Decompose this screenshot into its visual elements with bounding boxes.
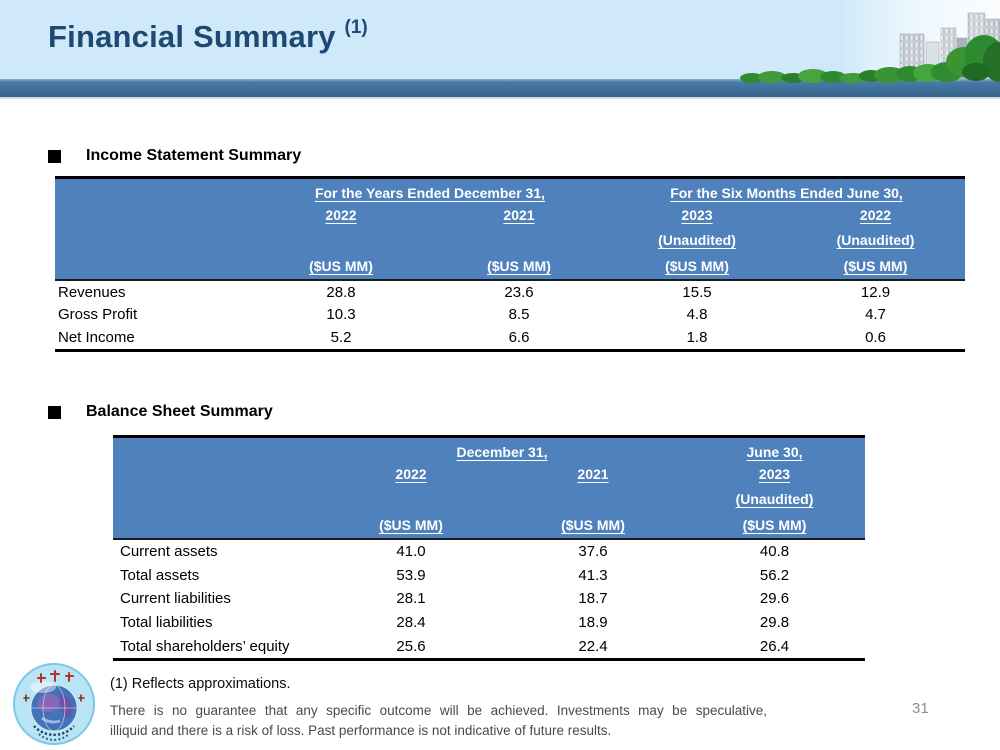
row-label: Total liabilities xyxy=(120,614,213,632)
income-section-title: Income Statement Summary xyxy=(86,147,302,164)
cell-value: 18.9 xyxy=(578,614,608,632)
balance-sheet-table: December 31, June 30, 2022 2021 2023 (Un… xyxy=(113,435,865,661)
cell-value: 56.2 xyxy=(759,566,790,584)
balance-col-unit-1: ($US MM) xyxy=(379,517,443,533)
income-col-unit-2: ($US MM) xyxy=(487,258,551,274)
income-group-header-1: For the Years Ended December 31, xyxy=(314,185,546,201)
balance-section-heading: Balance Sheet Summary xyxy=(48,403,273,421)
trees xyxy=(740,35,1000,83)
cell-value: 23.6 xyxy=(504,283,534,301)
cell-value: 28.1 xyxy=(396,590,426,608)
disclaimer-line-1: There is no guarantee that any specific … xyxy=(110,703,767,718)
cell-value: 0.6 xyxy=(865,328,886,346)
table-row: Total assets 53.9 41.3 56.2 xyxy=(113,564,865,588)
income-col-unit-4: ($US MM) xyxy=(843,258,908,274)
balance-col-year-3: 2023 xyxy=(758,466,791,482)
balance-col-year-2: 2021 xyxy=(577,466,609,482)
row-label: Current liabilities xyxy=(120,590,231,608)
table-row: Current liabilities 28.1 18.7 29.6 xyxy=(113,587,865,611)
cell-value: 8.5 xyxy=(508,306,530,324)
income-col-year-4: 2022 xyxy=(859,207,892,223)
balance-table-header: December 31, June 30, 2022 2021 2023 (Un… xyxy=(113,438,865,540)
header-band xyxy=(0,0,1000,79)
income-col-year-2: 2021 xyxy=(503,207,535,223)
balance-group-header-1: December 31, xyxy=(456,444,548,460)
balance-col-unaudited-3: (Unaudited) xyxy=(735,491,814,507)
table-row: Total shareholders’ equity 25.6 22.4 26.… xyxy=(113,634,865,658)
income-table-header: For the Years Ended December 31, For the… xyxy=(55,179,965,281)
header-divider-bar xyxy=(0,79,1000,99)
cell-value: 12.9 xyxy=(860,283,891,301)
page-title-text: Financial Summary xyxy=(48,19,336,54)
income-group-header-2: For the Six Months Ended June 30, xyxy=(670,185,903,201)
cell-value: 53.9 xyxy=(396,566,426,584)
cell-value: 29.6 xyxy=(759,590,790,608)
footnote-text: (1) Reflects approximations. xyxy=(110,676,291,692)
balance-col-unit-2: ($US MM) xyxy=(561,517,625,533)
disclaimer-text: There is no guarantee that any specific … xyxy=(110,701,767,740)
cell-value: 29.8 xyxy=(759,614,790,632)
balance-section-title: Balance Sheet Summary xyxy=(86,403,273,420)
table-row: Total liabilities 28.4 18.9 29.8 xyxy=(113,611,865,635)
income-col-unit-1: ($US MM) xyxy=(309,258,373,274)
cell-value: 10.3 xyxy=(326,306,356,324)
income-col-unaudited-4: (Unaudited) xyxy=(836,232,915,248)
square-bullet-icon xyxy=(48,405,61,419)
cell-value: 26.4 xyxy=(759,637,790,655)
disclaimer-line-2: illiquid and there is a risk of loss. Pa… xyxy=(110,722,612,738)
cell-value: 25.6 xyxy=(396,637,426,655)
company-logo xyxy=(13,663,95,745)
cell-value: 4.8 xyxy=(686,306,708,324)
row-label: Total shareholders’ equity xyxy=(120,637,290,655)
row-label: Current assets xyxy=(120,543,218,561)
cell-value: 1.8 xyxy=(686,328,708,346)
balance-table-body: Current assets 41.0 37.6 40.8 Total asse… xyxy=(113,540,865,658)
page-title-footnote-marker: (1) xyxy=(344,17,368,38)
cell-value: 18.7 xyxy=(578,590,608,608)
square-bullet-icon xyxy=(48,149,61,163)
income-col-year-3: 2023 xyxy=(681,207,713,223)
balance-col-year-1: 2022 xyxy=(395,466,427,482)
city-skyline-image xyxy=(740,0,1000,83)
cell-value: 5.2 xyxy=(330,328,352,346)
income-col-unit-3: ($US MM) xyxy=(665,258,729,274)
cell-value: 28.8 xyxy=(326,283,356,301)
cell-value: 40.8 xyxy=(759,543,790,561)
cell-value: 4.7 xyxy=(865,306,886,324)
row-label: Net Income xyxy=(58,328,135,346)
income-table-body: Revenues 28.8 23.6 15.5 12.9 Gross Profi… xyxy=(55,281,965,349)
cell-value: 22.4 xyxy=(578,637,608,655)
page-title: Financial Summary (1) xyxy=(48,17,368,55)
cell-value: 15.5 xyxy=(682,283,712,301)
cell-value: 41.0 xyxy=(396,543,426,561)
income-col-unaudited-3: (Unaudited) xyxy=(658,232,736,248)
balance-group-header-2: June 30, xyxy=(746,444,803,460)
table-row: Net Income 5.2 6.6 1.8 0.6 xyxy=(55,326,965,349)
row-label: Revenues xyxy=(58,283,126,301)
income-col-year-1: 2022 xyxy=(325,207,357,223)
table-row: Revenues 28.8 23.6 15.5 12.9 xyxy=(55,281,965,304)
balance-col-unit-3: ($US MM) xyxy=(742,517,807,533)
income-section-heading: Income Statement Summary xyxy=(48,147,301,165)
row-label: Total assets xyxy=(120,566,200,584)
table-row: Current assets 41.0 37.6 40.8 xyxy=(113,540,865,564)
table-row: Gross Profit 10.3 8.5 4.8 4.7 xyxy=(55,304,965,327)
page-number: 31 xyxy=(912,700,929,717)
row-label: Gross Profit xyxy=(58,306,138,324)
cell-value: 41.3 xyxy=(578,566,608,584)
cell-value: 37.6 xyxy=(578,543,608,561)
cell-value: 28.4 xyxy=(396,614,426,632)
income-statement-table: For the Years Ended December 31, For the… xyxy=(55,176,965,352)
cell-value: 6.6 xyxy=(508,328,530,346)
